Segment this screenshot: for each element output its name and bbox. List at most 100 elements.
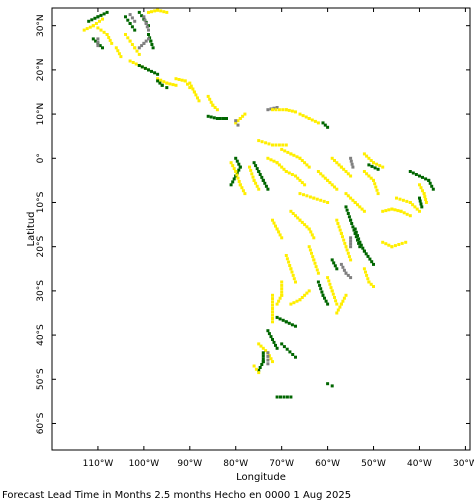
forecast-cell-yellow <box>234 170 238 173</box>
lat-tick-label: 50°S <box>36 368 46 390</box>
forecast-cell-yellow <box>387 208 391 212</box>
forecast-cell-green <box>294 324 297 328</box>
forecast-cell-yellow <box>291 212 295 215</box>
forecast-cell-green <box>151 46 155 50</box>
forecast-cell-yellow <box>313 261 317 265</box>
forecast-cell-yellow <box>235 173 239 177</box>
forecast-cell-yellow <box>316 271 320 275</box>
forecast-cell-yellow <box>302 193 305 197</box>
forecast-cell-green <box>93 16 97 20</box>
forecast-cell-green <box>158 81 162 85</box>
forecast-cell-yellow <box>422 192 426 196</box>
forecast-cell-green <box>411 171 415 175</box>
forecast-cell-green <box>282 395 286 399</box>
forecast-cell-yellow <box>404 240 408 244</box>
forecast-cell-yellow <box>294 174 297 178</box>
forecast-cell-green <box>254 164 258 168</box>
forecast-cell-yellow <box>338 305 342 309</box>
forecast-cell-green <box>354 230 358 234</box>
forecast-cell-yellow <box>349 174 353 178</box>
forecast-cell-green <box>261 360 265 364</box>
forecast-cell-green <box>289 395 293 399</box>
forecast-cell-yellow <box>102 30 106 34</box>
forecast-cell-yellow <box>264 349 268 353</box>
forecast-cell-yellow <box>211 103 215 107</box>
lat-tick-label: 10°N <box>36 103 46 126</box>
forecast-cell-yellow <box>126 36 130 40</box>
forecast-cell-green <box>279 395 282 399</box>
forecast-cell-yellow <box>280 147 284 151</box>
forecast-cell-yellow <box>349 196 353 200</box>
forecast-cell-green <box>252 161 256 165</box>
forecast-cell-yellow <box>424 201 428 204</box>
forecast-cell-yellow <box>337 225 341 229</box>
forecast-cell-yellow <box>372 285 375 288</box>
forecast-cell-green <box>255 167 259 171</box>
forecast-cell-green <box>326 125 330 129</box>
forecast-cell-yellow <box>254 181 258 185</box>
forecast-cell-yellow <box>277 143 281 147</box>
forecast-cell-yellow <box>405 199 409 203</box>
forecast-cell-yellow <box>290 173 294 176</box>
forecast-cell-yellow <box>255 184 259 188</box>
forecast-cell-green <box>364 252 368 256</box>
forecast-cell-yellow <box>335 161 339 165</box>
forecast-cell-green <box>257 170 261 173</box>
forecast-cell-yellow <box>424 198 428 201</box>
forecast-cell-yellow <box>292 277 296 281</box>
forecast-cell-yellow <box>271 218 274 222</box>
forecast-cell-yellow <box>150 10 153 14</box>
forecast-cell-yellow <box>305 163 309 167</box>
forecast-cell-yellow <box>326 201 330 204</box>
forecast-cell-yellow <box>269 357 273 361</box>
forecast-cell-green <box>351 225 355 229</box>
forecast-cell-green <box>128 22 132 25</box>
forecast-cell-yellow <box>292 153 296 157</box>
forecast-cell-yellow <box>280 280 284 284</box>
forecast-cell-gray <box>147 37 150 41</box>
forecast-cell-green <box>156 72 160 76</box>
forecast-cell-yellow <box>342 238 346 242</box>
forecast-cell-yellow <box>330 183 334 187</box>
forecast-cell-yellow <box>397 243 401 246</box>
forecast-cell-green <box>231 180 235 184</box>
forecast-cell-green <box>370 260 374 264</box>
forecast-cell-green <box>274 343 277 347</box>
forecast-cell-green <box>229 183 233 187</box>
forecast-cell-yellow <box>289 152 293 156</box>
forecast-cell-yellow <box>341 235 344 239</box>
forecast-cell-yellow <box>415 207 419 211</box>
forecast-cell-yellow <box>300 181 304 185</box>
forecast-cell-green <box>330 384 334 388</box>
forecast-cell-yellow <box>390 245 394 249</box>
forecast-cell-yellow <box>171 83 175 87</box>
forecast-cell-yellow <box>116 49 120 53</box>
forecast-cell-yellow <box>308 195 312 199</box>
forecast-cell-yellow <box>264 141 268 145</box>
forecast-cell-green <box>366 254 370 258</box>
forecast-cell-green <box>165 86 169 90</box>
forecast-cell-gray <box>266 108 270 112</box>
forecast-cell-green <box>257 368 261 372</box>
forecast-cell-yellow <box>289 302 293 306</box>
forecast-cell-yellow <box>312 258 316 262</box>
forecast-cell-green <box>346 212 350 215</box>
forecast-cell-yellow <box>257 139 261 143</box>
forecast-cell-yellow <box>330 156 334 160</box>
forecast-cell-yellow <box>206 94 210 98</box>
forecast-cell-yellow <box>280 293 284 297</box>
forecast-cell-yellow <box>174 83 178 87</box>
forecast-cell-green <box>156 79 160 83</box>
forecast-cell-yellow <box>88 25 92 29</box>
forecast-cell-green <box>215 117 219 120</box>
lon-tick-label: 50°W <box>361 459 386 469</box>
forecast-cell-yellow <box>321 174 325 178</box>
forecast-cell-yellow <box>274 143 278 147</box>
forecast-cell-green <box>126 18 130 22</box>
forecast-cell-yellow <box>271 360 274 364</box>
forecast-cell-gray <box>346 273 350 277</box>
forecast-cell-yellow <box>300 159 304 162</box>
forecast-cell-yellow <box>280 165 284 169</box>
forecast-cell-yellow <box>378 164 382 168</box>
forecast-cell-green <box>419 202 423 206</box>
